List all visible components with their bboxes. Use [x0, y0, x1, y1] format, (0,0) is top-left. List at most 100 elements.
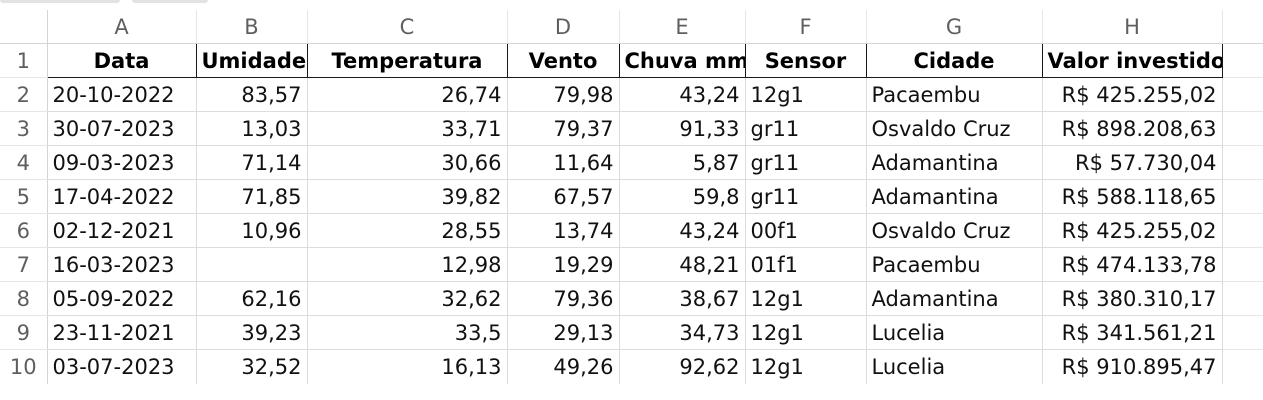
- table-cell[interactable]: 00f1: [745, 213, 867, 248]
- table-cell[interactable]: 01f1: [745, 247, 867, 282]
- table-cell[interactable]: R$ 425.255,02: [1042, 213, 1223, 248]
- table-cell[interactable]: 79,36: [507, 281, 620, 316]
- table-cell[interactable]: 29,13: [507, 315, 620, 350]
- empty-cell[interactable]: [1222, 281, 1263, 316]
- column-header-c[interactable]: C: [307, 10, 508, 44]
- table-cell[interactable]: R$ 380.310,17: [1042, 281, 1223, 316]
- table-cell[interactable]: Adamantina: [866, 145, 1043, 180]
- table-cell[interactable]: 71,14: [196, 145, 308, 180]
- table-cell[interactable]: gr11: [745, 179, 867, 214]
- table-cell[interactable]: 83,57: [196, 77, 308, 112]
- table-cell[interactable]: R$ 341.561,21: [1042, 315, 1223, 350]
- table-cell[interactable]: 43,24: [619, 77, 746, 112]
- table-cell[interactable]: 05-09-2022: [47, 281, 197, 316]
- table-cell[interactable]: 32,52: [196, 349, 308, 384]
- table-cell[interactable]: 19,29: [507, 247, 620, 282]
- table-cell[interactable]: R$ 588.118,65: [1042, 179, 1223, 214]
- select-all-corner[interactable]: [0, 10, 48, 44]
- table-cell[interactable]: gr11: [745, 145, 867, 180]
- row-header-5[interactable]: 5: [0, 179, 48, 214]
- table-cell[interactable]: R$ 57.730,04: [1042, 145, 1223, 180]
- table-cell[interactable]: 39,82: [307, 179, 508, 214]
- column-header-i[interactable]: [1222, 10, 1263, 44]
- table-cell[interactable]: Pacaembu: [866, 77, 1043, 112]
- table-cell[interactable]: 12g1: [745, 349, 867, 384]
- empty-cell[interactable]: [1222, 247, 1263, 282]
- table-cell[interactable]: 13,03: [196, 111, 308, 146]
- table-cell[interactable]: 17-04-2022: [47, 179, 197, 214]
- column-title-cell[interactable]: Sensor: [744, 43, 867, 78]
- row-header-4[interactable]: 4: [0, 145, 48, 180]
- column-header-f[interactable]: F: [745, 10, 867, 44]
- table-cell[interactable]: 79,98: [507, 77, 620, 112]
- table-cell[interactable]: 67,57: [507, 179, 620, 214]
- empty-cell[interactable]: [1222, 77, 1263, 112]
- table-cell[interactable]: Adamantina: [866, 281, 1043, 316]
- table-cell[interactable]: 48,21: [619, 247, 746, 282]
- empty-cell[interactable]: [1222, 213, 1263, 248]
- table-cell[interactable]: 71,85: [196, 179, 308, 214]
- row-header-10[interactable]: 10: [0, 349, 48, 384]
- table-cell[interactable]: R$ 910.895,47: [1042, 349, 1223, 384]
- row-header-3[interactable]: 3: [0, 111, 48, 146]
- table-cell[interactable]: 49,26: [507, 349, 620, 384]
- row-header-9[interactable]: 9: [0, 315, 48, 350]
- table-cell[interactable]: 33,71: [307, 111, 508, 146]
- table-cell[interactable]: 59,8: [619, 179, 746, 214]
- table-cell[interactable]: 5,87: [619, 145, 746, 180]
- column-title-cell[interactable]: Chuva mm: [618, 43, 746, 78]
- table-cell[interactable]: 02-12-2021: [47, 213, 197, 248]
- table-cell[interactable]: Lucelia: [866, 349, 1043, 384]
- row-header-2[interactable]: 2: [0, 77, 48, 112]
- table-cell[interactable]: 43,24: [619, 213, 746, 248]
- column-title-cell[interactable]: Vento: [506, 43, 620, 78]
- table-cell[interactable]: 92,62: [619, 349, 746, 384]
- table-cell[interactable]: 03-07-2023: [47, 349, 197, 384]
- column-title-cell[interactable]: Data: [46, 43, 197, 78]
- sheet-tab[interactable]: [0, 0, 120, 3]
- column-title-cell[interactable]: Valor investido: [1041, 43, 1223, 78]
- table-cell[interactable]: 33,5: [307, 315, 508, 350]
- row-header-7[interactable]: 7: [0, 247, 48, 282]
- table-cell[interactable]: 62,16: [196, 281, 308, 316]
- empty-cell[interactable]: [1222, 111, 1263, 146]
- table-cell[interactable]: 12,98: [307, 247, 508, 282]
- column-header-e[interactable]: E: [619, 10, 746, 44]
- column-header-a[interactable]: A: [47, 10, 197, 44]
- column-header-d[interactable]: D: [507, 10, 620, 44]
- column-header-g[interactable]: G: [866, 10, 1043, 44]
- table-cell[interactable]: [196, 247, 308, 282]
- table-cell[interactable]: 79,37: [507, 111, 620, 146]
- table-cell[interactable]: 91,33: [619, 111, 746, 146]
- table-cell[interactable]: 38,67: [619, 281, 746, 316]
- table-cell[interactable]: 12g1: [745, 315, 867, 350]
- empty-cell[interactable]: [1222, 43, 1263, 78]
- column-header-b[interactable]: B: [196, 10, 308, 44]
- table-cell[interactable]: 26,74: [307, 77, 508, 112]
- table-cell[interactable]: 16,13: [307, 349, 508, 384]
- table-cell[interactable]: 32,62: [307, 281, 508, 316]
- table-cell[interactable]: Osvaldo Cruz: [866, 111, 1043, 146]
- table-cell[interactable]: 28,55: [307, 213, 508, 248]
- table-cell[interactable]: 12g1: [745, 77, 867, 112]
- column-header-h[interactable]: H: [1042, 10, 1223, 44]
- table-cell[interactable]: 13,74: [507, 213, 620, 248]
- column-title-cell[interactable]: Temperatura: [306, 43, 508, 78]
- table-cell[interactable]: 10,96: [196, 213, 308, 248]
- table-cell[interactable]: 30,66: [307, 145, 508, 180]
- table-cell[interactable]: 23-11-2021: [47, 315, 197, 350]
- table-cell[interactable]: Adamantina: [866, 179, 1043, 214]
- empty-cell[interactable]: [1222, 350, 1263, 384]
- row-header-6[interactable]: 6: [0, 213, 48, 248]
- table-cell[interactable]: Lucelia: [866, 315, 1043, 350]
- table-cell[interactable]: R$ 898.208,63: [1042, 111, 1223, 146]
- table-cell[interactable]: 16-03-2023: [47, 247, 197, 282]
- table-cell[interactable]: 12g1: [745, 281, 867, 316]
- table-cell[interactable]: 11,64: [507, 145, 620, 180]
- empty-cell[interactable]: [1222, 145, 1263, 180]
- table-cell[interactable]: 09-03-2023: [47, 145, 197, 180]
- empty-cell[interactable]: [1222, 315, 1263, 350]
- sheet-tab[interactable]: [132, 0, 208, 3]
- row-header-1[interactable]: 1: [0, 43, 48, 78]
- empty-cell[interactable]: [1222, 179, 1263, 214]
